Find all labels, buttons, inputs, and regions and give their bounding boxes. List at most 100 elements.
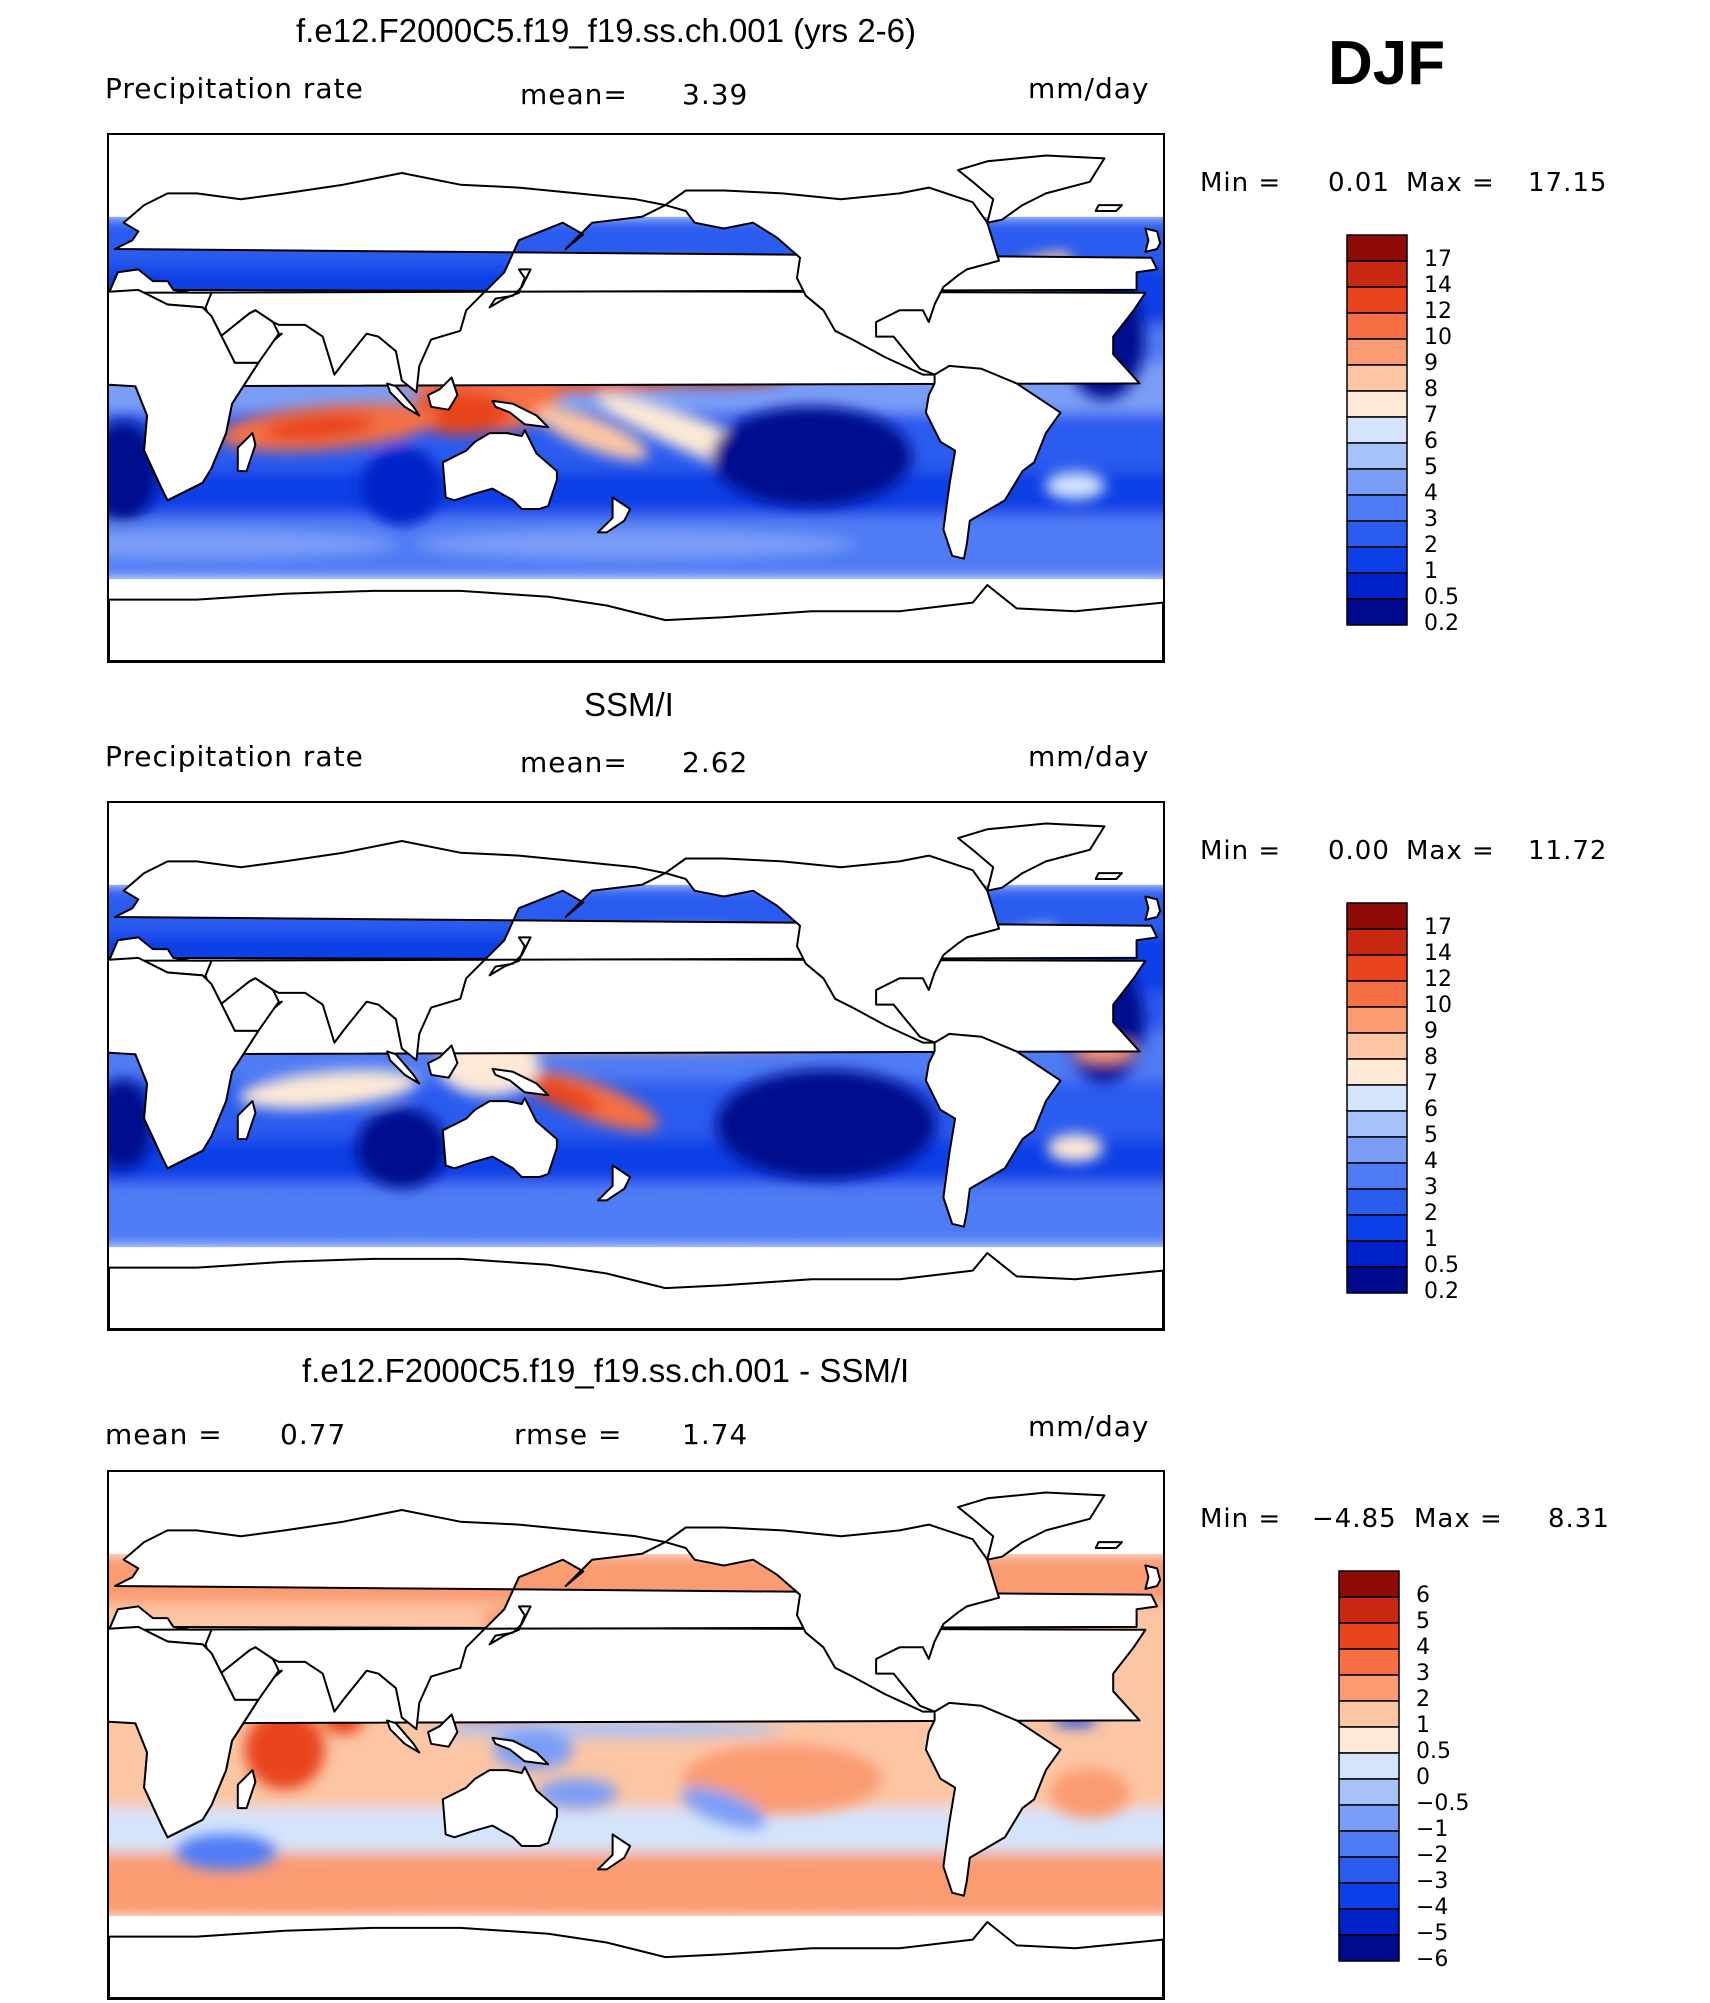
borneo-outline — [427, 1713, 459, 1748]
colorbar-tick-label: 7 — [1424, 1071, 1438, 1096]
colorbar-segment — [1346, 598, 1408, 626]
africa-west-outline — [109, 288, 261, 502]
japan-outline — [488, 936, 532, 977]
colorbar-tick-label: 8 — [1424, 377, 1438, 402]
ocean-band — [109, 1851, 1163, 1917]
uk-outline — [1144, 1564, 1162, 1590]
colorbar-tick-label: 0.5 — [1424, 585, 1459, 610]
colorbar-svg — [1338, 1570, 1400, 1962]
colorbar-segment — [1346, 902, 1408, 930]
colorbar-segment — [1338, 1856, 1400, 1884]
precip-blob — [474, 1885, 915, 1906]
precip-blob — [537, 1778, 618, 1809]
colorbar-tick-label: 10 — [1424, 325, 1452, 350]
iceland-outline — [1094, 872, 1123, 880]
greenland-outline — [957, 822, 1106, 892]
panel1-title: f.e12.F2000C5.f19_f19.ss.ch.001 (yrs 2-6… — [296, 12, 917, 49]
panel3-map — [107, 1470, 1165, 2000]
greenland-outline — [957, 1491, 1106, 1561]
panel2-mean-value: 2.62 — [682, 746, 749, 779]
colorbar-segment — [1338, 1570, 1400, 1598]
colorbar-segment — [1338, 1934, 1400, 1962]
panel1-map — [107, 133, 1165, 663]
colorbar-tick-label: 2 — [1416, 1687, 1430, 1712]
colorbar-segment — [1346, 572, 1408, 600]
madagascar-outline — [236, 1769, 257, 1810]
colorbar-segment — [1346, 260, 1408, 288]
panel1-mean-value: 3.39 — [682, 78, 749, 111]
colorbar-segment — [1346, 416, 1408, 444]
uk-outline — [1144, 227, 1162, 253]
panel2-title: SSM/I — [584, 686, 674, 723]
panel2-max-label: Max = — [1406, 836, 1495, 866]
panel3-colorbar: 6 5 4 3 2 1 0.5 0 −0.5 −1 −2 −3 −4 −5 −6 — [1338, 1570, 1478, 1972]
precip-blob — [109, 1079, 154, 1170]
precip-blob — [244, 1709, 325, 1790]
panel2-units: mm/day — [1028, 740, 1150, 773]
sumatra-outline — [386, 1050, 421, 1085]
africa-west-outline — [109, 956, 261, 1170]
colorbar-tick-label: 2 — [1424, 533, 1438, 558]
colorbar-tick-label: 0.5 — [1416, 1739, 1451, 1764]
panel3-mean-label: mean = — [105, 1418, 223, 1451]
africa-west-outline — [109, 1625, 261, 1839]
precip-blob — [238, 1069, 419, 1109]
colorbar-svg — [1346, 234, 1408, 626]
colorbar-segment — [1346, 234, 1408, 262]
colorbar-tick-label: 6 — [1424, 1097, 1438, 1122]
colorbar-segment — [1346, 1084, 1408, 1112]
panel1-max-value: 17.15 — [1528, 168, 1608, 198]
panel1-units: mm/day — [1028, 72, 1150, 105]
colorbar-tick-label: −3 — [1416, 1869, 1449, 1894]
nz-outline — [596, 1164, 632, 1202]
panel1-max-label: Max = — [1406, 168, 1495, 198]
colorbar-tick-label: −1 — [1416, 1817, 1449, 1842]
colorbar-segment — [1346, 312, 1408, 340]
sumatra-outline — [386, 382, 421, 417]
colorbar-tick-label: 7 — [1424, 403, 1438, 428]
panel2-min-label: Min = — [1200, 836, 1282, 866]
colorbar-segment — [1346, 520, 1408, 548]
land-outlines — [109, 154, 1163, 661]
colorbar-segment — [1346, 494, 1408, 522]
iceland-outline — [1094, 1541, 1123, 1549]
map-svg — [109, 803, 1163, 1329]
borneo-outline — [427, 376, 459, 411]
colorbar-segment — [1338, 1674, 1400, 1702]
namerica-outline — [664, 186, 1000, 376]
panel3-rmse-label: rmse = — [514, 1418, 623, 1451]
uk-outline — [1144, 895, 1162, 921]
season-label: DJF — [1328, 29, 1446, 98]
colorbar-tick-label: 0.2 — [1424, 611, 1459, 636]
colorbar-tick-label: 3 — [1424, 507, 1438, 532]
precip-blob — [1049, 1768, 1130, 1819]
colorbar-tick-label: 1 — [1416, 1713, 1430, 1738]
colorbar-segment — [1338, 1622, 1400, 1650]
madagascar-outline — [236, 1100, 257, 1141]
colorbar-tick-label: 8 — [1424, 1045, 1438, 1070]
nz-outline — [596, 496, 632, 534]
precip-blob — [109, 1885, 427, 1906]
panel3-title: f.e12.F2000C5.f19_f19.ss.ch.001 - SSM/I — [302, 1352, 910, 1389]
newguinea-outline — [491, 1736, 550, 1766]
colorbar-tick-label: 12 — [1424, 967, 1452, 992]
colorbar-tick-label: 9 — [1424, 351, 1438, 376]
colorbar-segment — [1346, 1162, 1408, 1190]
colorbar-tick-label: 4 — [1416, 1635, 1430, 1660]
precip-blob — [361, 445, 442, 526]
panel1-variable-label: Precipitation rate — [105, 72, 364, 105]
precip-blob — [264, 414, 375, 441]
colorbar-segment — [1338, 1882, 1400, 1910]
colorbar-segment — [1346, 468, 1408, 496]
colorbar-tick-label: −0.5 — [1416, 1791, 1470, 1816]
colorbar-tick-label: 3 — [1424, 1175, 1438, 1200]
colorbar-tick-label: 0.2 — [1424, 1279, 1459, 1304]
colorbar-segment — [1346, 1214, 1408, 1242]
panel2-variable-label: Precipitation rate — [105, 740, 364, 773]
precip-blob — [416, 1197, 856, 1228]
precip-blob — [109, 1197, 397, 1228]
colorbar-tick-label: 4 — [1424, 1149, 1438, 1174]
colorbar-segment — [1346, 338, 1408, 366]
colorbar-segment — [1338, 1752, 1400, 1780]
japan-outline — [488, 268, 532, 309]
